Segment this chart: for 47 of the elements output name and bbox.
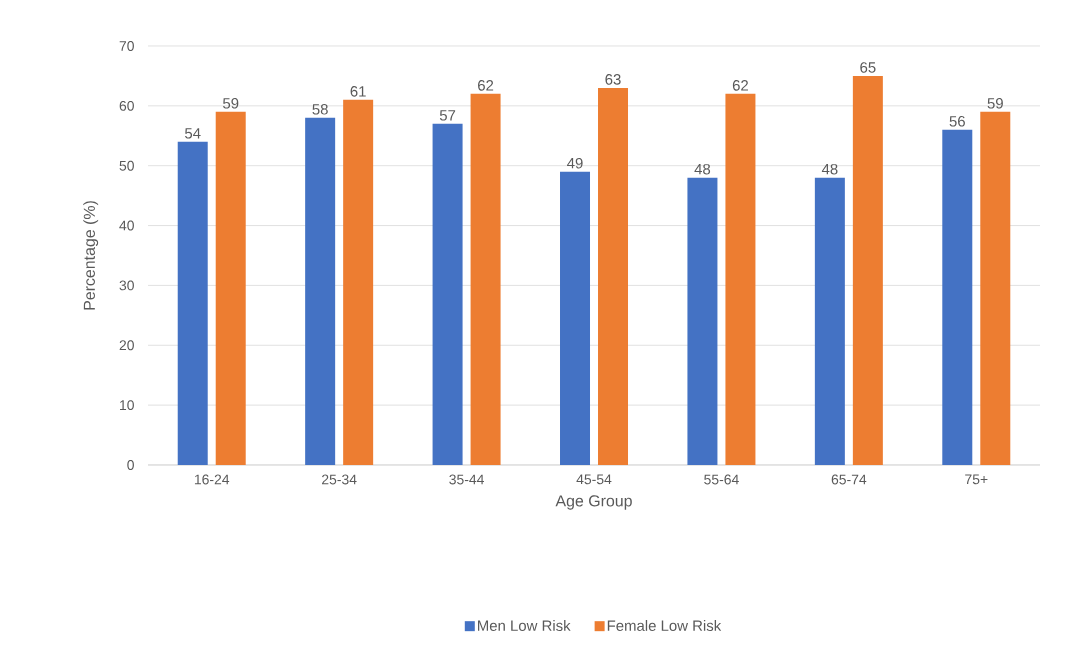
y-tick-label: 20 [119, 340, 134, 351]
y-tick-label: 0 [127, 460, 134, 470]
bar [432, 123, 463, 465]
data-label: 48 [821, 163, 838, 175]
x-tick-label: 45-54 [576, 474, 612, 485]
x-tick-label: 75+ [965, 474, 988, 485]
x-tick-label: 25-34 [322, 474, 357, 485]
x-tick-label: 16-24 [194, 474, 230, 485]
bar [852, 75, 883, 465]
x-tick-label: 35-44 [449, 474, 484, 485]
bar [215, 111, 246, 465]
data-label: 48 [694, 163, 711, 175]
bar [725, 93, 756, 465]
bar [980, 111, 1011, 465]
x-tick-label: 55-64 [704, 474, 739, 485]
data-label: 58 [312, 104, 328, 115]
legend-label: Men Low Risk [478, 620, 571, 631]
y-tick-label: 40 [119, 220, 134, 231]
bar [177, 141, 208, 465]
bar [814, 177, 845, 465]
data-label: 54 [185, 128, 201, 139]
y-axis-title: Percentage (%) [83, 201, 99, 310]
legend-label: Female Low Risk [607, 620, 722, 631]
bar [598, 87, 629, 465]
data-label: 56 [949, 116, 965, 127]
data-label: 65 [860, 62, 876, 73]
y-tick-label: 60 [119, 100, 134, 111]
bar [305, 117, 336, 465]
y-tick-label: 10 [120, 400, 134, 411]
bar [343, 99, 374, 465]
y-tick-label: 70 [119, 41, 134, 51]
x-tick-label: 65-74 [831, 474, 867, 485]
bar [942, 129, 973, 465]
data-label: 61 [350, 86, 366, 97]
y-tick-label: 30 [119, 280, 134, 291]
data-label: 57 [439, 110, 456, 121]
bar [470, 93, 501, 465]
data-label: 59 [987, 98, 1003, 109]
data-label: 62 [478, 80, 494, 91]
data-label: 62 [732, 80, 748, 91]
bar [687, 177, 718, 465]
y-tick-label: 50 [119, 160, 134, 171]
data-label: 59 [223, 98, 239, 109]
bar [560, 171, 591, 465]
data-label: 49 [567, 157, 583, 169]
data-label: 63 [605, 74, 621, 85]
x-axis-title: Age Group [555, 495, 632, 510]
